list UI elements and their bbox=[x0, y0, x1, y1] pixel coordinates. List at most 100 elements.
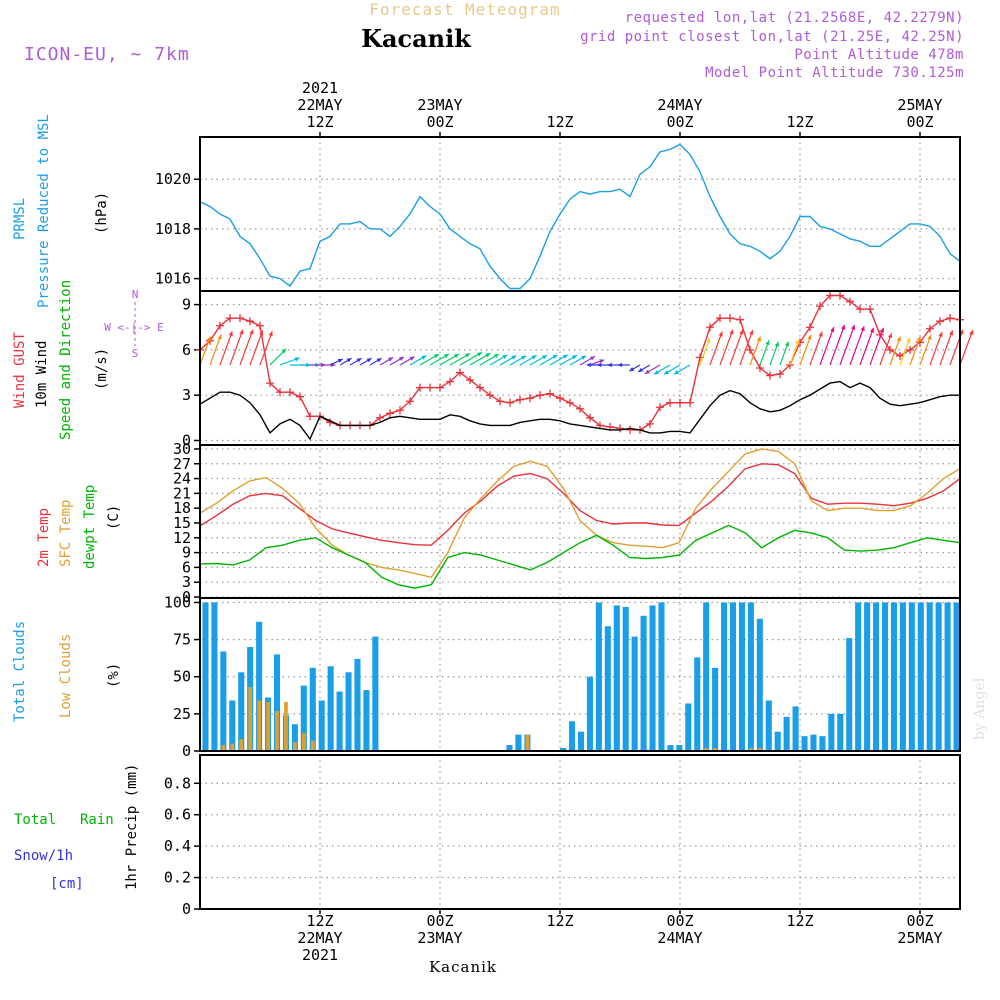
series-10m-wind bbox=[199, 380, 960, 441]
total-cloud-bar bbox=[792, 706, 799, 751]
precip-label-total: Total bbox=[14, 812, 56, 828]
panels: 1016101810200369036912151821242730025507… bbox=[155, 136, 974, 918]
wind-arrow bbox=[239, 329, 254, 366]
wind-arrow-head bbox=[807, 334, 812, 340]
time-label: 00Z bbox=[666, 113, 693, 131]
y-tick-label: 30 bbox=[173, 440, 191, 458]
gust-marker bbox=[476, 383, 484, 392]
wind-arrow bbox=[209, 334, 222, 366]
total-cloud-bar bbox=[604, 626, 611, 751]
wind-arrow-head bbox=[228, 331, 233, 337]
gust-marker bbox=[516, 395, 524, 404]
y-tick-label: 12 bbox=[173, 529, 191, 547]
total-cloud-bar bbox=[712, 667, 719, 751]
wind-arrow bbox=[909, 336, 921, 366]
wind-arrow-head bbox=[249, 329, 254, 335]
temp-unit: (C) bbox=[106, 505, 122, 530]
wind-arrow-head bbox=[281, 348, 287, 354]
time-label: 00Z bbox=[906, 113, 933, 131]
low-cloud-bar bbox=[704, 748, 709, 751]
wind-arrow bbox=[829, 324, 846, 366]
time-label: 23MAY bbox=[417, 96, 462, 114]
total-cloud-bar bbox=[738, 602, 745, 751]
wind-arrow-head bbox=[638, 367, 644, 372]
gust-marker bbox=[396, 406, 404, 415]
total-cloud-bar bbox=[613, 605, 620, 751]
low-cloud-bar bbox=[257, 700, 261, 751]
wind-arrow-head bbox=[869, 327, 875, 333]
wind-arrow-head bbox=[398, 356, 404, 362]
gust-marker bbox=[776, 370, 784, 379]
gust-marker bbox=[496, 397, 504, 406]
low-cloud-bar bbox=[230, 743, 235, 751]
total-cloud-bar bbox=[667, 745, 674, 751]
temp-side-labels: 2m Temp SFC Temp dewpt Temp (C) bbox=[36, 485, 122, 569]
wind-arrow-head bbox=[259, 330, 264, 336]
time-label: 12Z bbox=[306, 912, 333, 930]
time-label: 00Z bbox=[426, 113, 453, 131]
gust-marker bbox=[946, 314, 954, 323]
total-cloud-bar bbox=[202, 602, 209, 751]
compass-west-east: W <-|-> E bbox=[104, 321, 164, 334]
wind-arrow-head bbox=[673, 370, 679, 375]
wind-arrow bbox=[229, 329, 244, 366]
low-cloud-bar bbox=[525, 734, 530, 751]
y-tick-label: 100 bbox=[164, 593, 191, 611]
total-cloud-bar bbox=[309, 667, 316, 751]
panel-4: 0 0.2 0.4 0.6 0.8 bbox=[164, 754, 961, 918]
wind-arrow-head bbox=[356, 358, 362, 363]
total-cloud-bar bbox=[756, 618, 763, 751]
gust-marker bbox=[286, 388, 294, 397]
wind-arrow bbox=[219, 331, 233, 366]
gust-marker bbox=[746, 345, 754, 354]
gust-marker bbox=[306, 412, 314, 421]
gust-marker bbox=[626, 425, 634, 434]
total-cloud-bar bbox=[640, 615, 647, 751]
wind-arrow-head bbox=[784, 341, 790, 347]
y-tick-label: 0 bbox=[182, 588, 191, 606]
wind-arrow-head bbox=[571, 355, 577, 360]
wind-arrow bbox=[729, 329, 744, 366]
wind-arrow-head bbox=[749, 330, 754, 335]
total-cloud-bar bbox=[819, 736, 826, 751]
total-cloud-bar bbox=[238, 672, 245, 751]
wind-arrow-head bbox=[729, 329, 734, 335]
wind-arrow-head bbox=[739, 329, 744, 335]
clouds-label-total: Total Clouds bbox=[12, 621, 28, 722]
total-cloud-bar bbox=[881, 602, 889, 751]
wind-arrow-head bbox=[927, 334, 932, 340]
total-cloud-bar bbox=[372, 636, 379, 751]
wind-arrow-head bbox=[774, 341, 779, 347]
wind-arrow-head bbox=[629, 367, 635, 372]
y-tick-label: 3 bbox=[182, 573, 191, 591]
total-cloud-bar bbox=[291, 724, 298, 751]
wind-label-speed-dir: Speed and Direction bbox=[58, 280, 74, 440]
wind-arrow bbox=[709, 331, 723, 366]
y-tick-label: 0 bbox=[182, 742, 191, 760]
wind-side-labels: Wind GUST 10m Wind Speed and Direction (… bbox=[12, 280, 164, 440]
y-tick-label: 21 bbox=[173, 484, 191, 502]
time-label: 24MAY bbox=[657, 96, 702, 114]
panel-frame bbox=[199, 754, 961, 910]
gust-marker bbox=[686, 398, 694, 407]
y-tick-label: 25 bbox=[173, 705, 191, 723]
wind-arrow-head bbox=[521, 355, 527, 360]
clouds-label-low: Low Clouds bbox=[58, 634, 74, 718]
panel-3: 0 25 50 75 100 bbox=[164, 593, 961, 760]
total-cloud-bar bbox=[783, 716, 790, 751]
total-cloud-bar bbox=[873, 602, 880, 751]
wind-arrow bbox=[749, 336, 761, 366]
wind-arrow bbox=[259, 331, 273, 366]
time-label: 25MAY bbox=[897, 929, 942, 947]
gust-marker bbox=[716, 314, 724, 323]
gust-marker bbox=[616, 424, 624, 433]
info-line-grid: grid point closest lon,lat (21.25E, 42.2… bbox=[580, 29, 964, 45]
panel-0: 1016 1018 1020 bbox=[155, 136, 961, 292]
wind-arrow-head bbox=[596, 362, 602, 368]
gust-marker bbox=[836, 291, 844, 300]
total-cloud-bar bbox=[363, 690, 370, 751]
y-tick-label: 9 bbox=[182, 544, 191, 562]
total-cloud-bar bbox=[926, 602, 933, 751]
wind-arrow-head bbox=[366, 358, 372, 363]
pressure-unit: (hPa) bbox=[94, 192, 110, 234]
